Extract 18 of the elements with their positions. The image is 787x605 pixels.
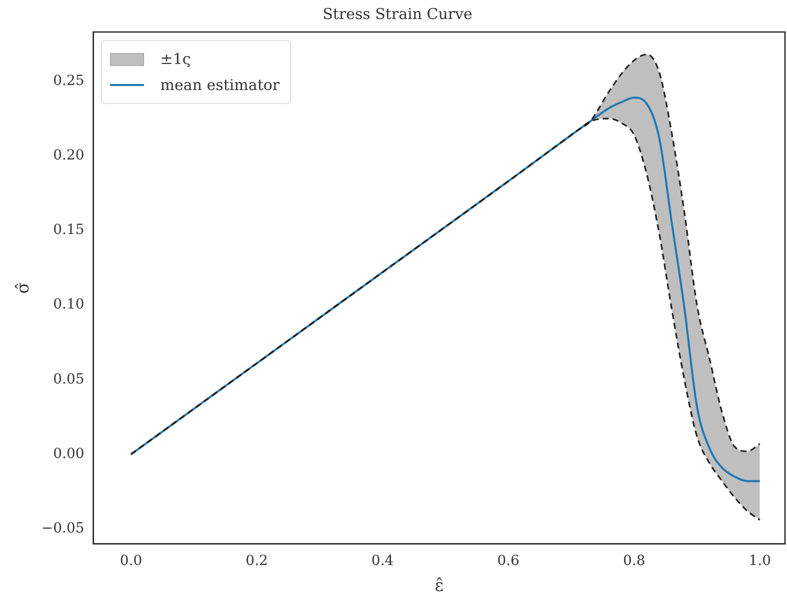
x-tick-label: 1.0: [748, 552, 771, 569]
y-axis-title: σ̂: [14, 282, 34, 294]
x-tick-label: 0.8: [622, 552, 646, 569]
x-tick-label: 0.0: [120, 552, 142, 569]
y-tick-label: 0.15: [53, 222, 84, 238]
x-tick-label: 0.2: [246, 552, 268, 569]
y-tick-label: −0.05: [41, 520, 84, 537]
chart-title: Stress Strain Curve: [322, 4, 473, 23]
legend-label: mean estimator: [160, 76, 280, 94]
x-tick-label: 0.6: [497, 552, 520, 569]
y-tick-label: 0.25: [53, 72, 84, 89]
x-tick-label: 0.4: [371, 552, 394, 569]
x-axis-title: ε̂: [434, 576, 444, 596]
y-tick-label: 0.20: [53, 147, 84, 164]
y-tick-label: 0.05: [53, 371, 84, 388]
annotation: ±1ς: [160, 50, 191, 68]
y-tick-label: 0.10: [53, 296, 84, 313]
y-tick-label: 0.00: [53, 446, 84, 462]
